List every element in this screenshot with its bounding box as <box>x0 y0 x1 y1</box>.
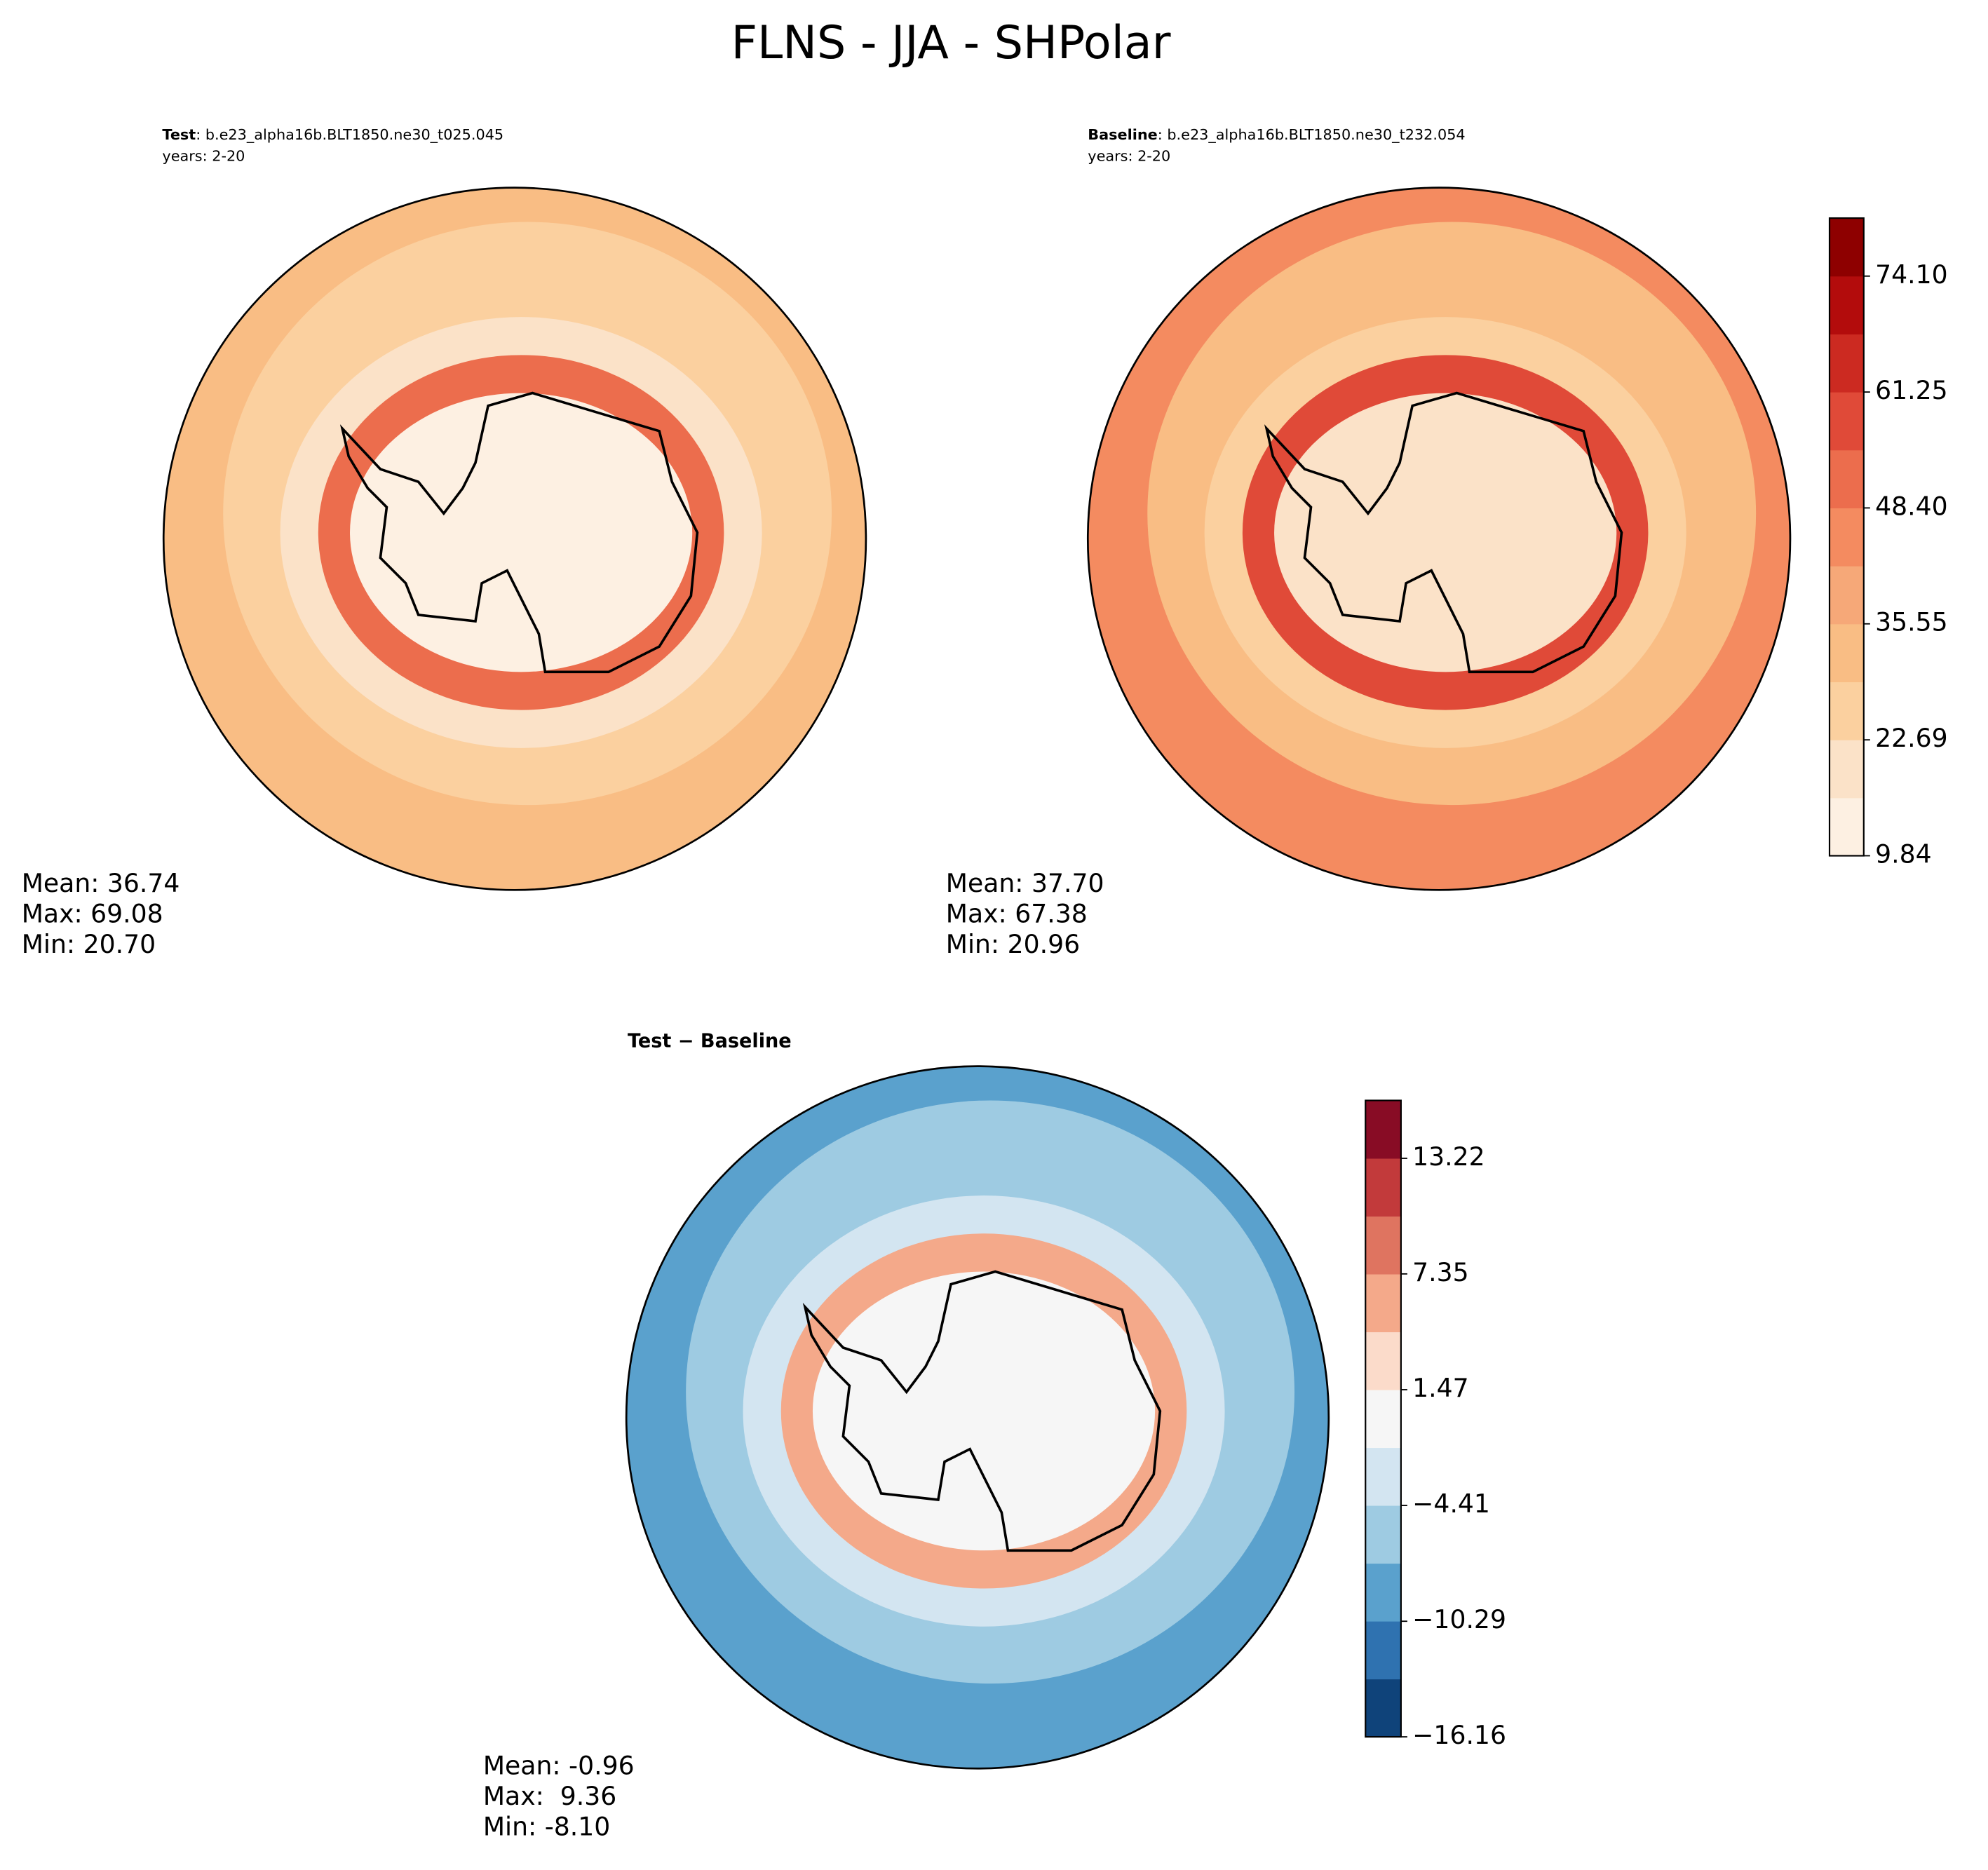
colorbar-band <box>1365 1505 1401 1564</box>
colorbar-band <box>1365 1273 1401 1333</box>
map-fill <box>626 1066 1329 1769</box>
colorbar-band <box>1365 1100 1401 1159</box>
stat: Min: 20.96 <box>946 929 1080 959</box>
stat: Min: -8.10 <box>483 1811 610 1841</box>
colorbar-tick-label: 1.47 <box>1412 1373 1469 1403</box>
panel-label-name: Test <box>162 126 196 143</box>
colorbar-band <box>1365 1390 1401 1449</box>
map-border <box>1086 187 1792 891</box>
stat: Max: 9.36 <box>483 1781 616 1811</box>
colorbar-band <box>1829 682 1864 740</box>
colorbar-band <box>1829 797 1864 857</box>
polar-map <box>162 187 867 891</box>
colorbar-band <box>1829 623 1864 683</box>
colorbar-band <box>1365 1158 1401 1217</box>
colorbar-tick-label: 7.35 <box>1412 1257 1469 1287</box>
colorbar-band <box>1365 1563 1401 1622</box>
colorbar-band <box>1829 334 1864 393</box>
colorbar-tick-label: −16.16 <box>1412 1720 1506 1750</box>
panel-years: years: 2-20 <box>162 148 245 165</box>
map-fill <box>1088 187 1790 890</box>
stat: Mean: 37.70 <box>946 868 1104 898</box>
colorbar-band <box>1829 566 1864 625</box>
colorbar-frame <box>1828 217 1865 857</box>
colorbar-tick-label: −4.41 <box>1412 1489 1490 1519</box>
colorbar-band <box>1365 1447 1401 1506</box>
colorbar-band <box>1829 449 1864 508</box>
panel-label: Baseline: b.e23_alpha16b.BLT1850.ne30_t2… <box>1088 126 1465 144</box>
colorbar-band <box>1829 218 1864 277</box>
colorbar-tick-label: 9.84 <box>1875 839 1932 869</box>
colorbar-band <box>1365 1332 1401 1390</box>
colorbar-tick-label: 74.10 <box>1875 259 1948 290</box>
colorbar-tick-label: 35.55 <box>1875 607 1948 637</box>
map-fill <box>163 187 866 890</box>
colorbar-band <box>1365 1621 1401 1680</box>
polar-map <box>625 1065 1330 1770</box>
colorbar-band <box>1829 740 1864 799</box>
polar-map <box>1086 187 1792 891</box>
stat: Mean: 36.74 <box>22 868 180 898</box>
contour-region <box>350 393 693 672</box>
panel-years: years: 2-20 <box>1088 148 1170 165</box>
colorbar-tick-label: 13.22 <box>1412 1141 1485 1172</box>
colorbar-tick-label: −10.29 <box>1412 1604 1506 1634</box>
figure-title: FLNS - JJA - SHPolar <box>731 17 1171 69</box>
colorbar-band <box>1365 1216 1401 1275</box>
colorbar-band <box>1365 1679 1401 1737</box>
colorbar-band <box>1829 392 1864 451</box>
stat: Min: 20.70 <box>22 929 156 959</box>
panel-case: : b.e23_alpha16b.BLT1850.ne30_t025.045 <box>196 126 503 144</box>
map-border <box>162 187 867 891</box>
colorbar-band <box>1829 276 1864 334</box>
stat: Mean: -0.96 <box>483 1750 635 1780</box>
colorbar-tick-label: 61.25 <box>1875 375 1948 405</box>
panel-case: : b.e23_alpha16b.BLT1850.ne30_t232.054 <box>1158 126 1466 144</box>
map-border <box>625 1065 1330 1770</box>
colorbar-tick-label: 22.69 <box>1875 723 1948 753</box>
panel-label: Test: b.e23_alpha16b.BLT1850.ne30_t025.0… <box>162 126 503 144</box>
stat: Max: 69.08 <box>22 898 163 928</box>
colorbar-band <box>1829 508 1864 567</box>
stat: Max: 67.38 <box>946 898 1088 928</box>
panel-label-name: Baseline <box>1088 126 1157 143</box>
panel-label: Test − Baseline <box>628 1031 792 1052</box>
contour-region <box>812 1271 1156 1551</box>
contour-region <box>1274 393 1617 672</box>
colorbar-frame <box>1365 1099 1402 1738</box>
colorbar-tick-label: 48.40 <box>1875 491 1948 521</box>
